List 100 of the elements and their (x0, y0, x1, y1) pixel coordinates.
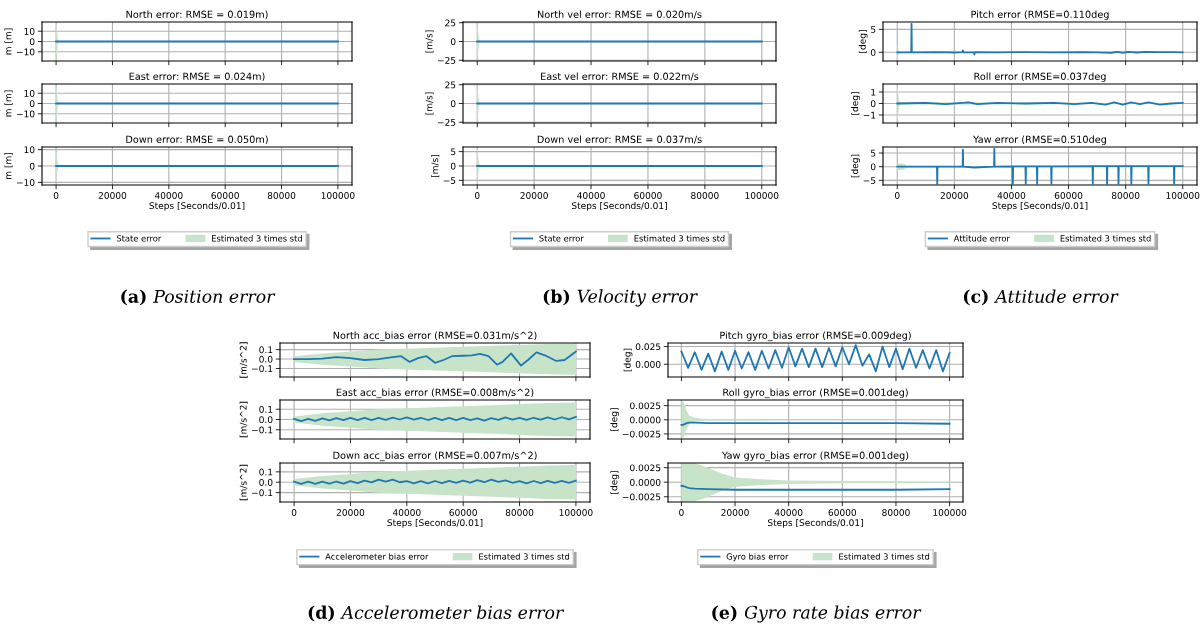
y-tick-label: 0.1 (259, 405, 273, 413)
chart-title: North error: RMSE = 0.019m) (126, 10, 268, 20)
y-tick-label: −5 (443, 177, 456, 184)
y-tick-label: 0 (450, 38, 456, 46)
legend-label: Estimated 3 times std (839, 553, 930, 560)
legend-label: State error (116, 235, 162, 242)
x-tick-label: 0 (474, 192, 480, 199)
x-tick-label: 40000 (392, 509, 421, 516)
y-axis-title: [deg] (851, 92, 860, 115)
x-tick-label: 40000 (577, 192, 605, 199)
text: (c) Attitude error (963, 289, 1119, 306)
y-axis-title: [m/s] (425, 30, 434, 53)
chart-title: Pitch error (RMSE=0.110deg (971, 10, 1109, 20)
y-axis-title: [deg] (610, 408, 620, 431)
y-axis-title: [deg] (858, 30, 868, 53)
y-tick-label: 10 (24, 146, 35, 154)
y-tick-label: 25 (445, 81, 456, 89)
y-tick-label: 0 (29, 38, 35, 46)
y-axis-title: [deg] (610, 471, 620, 494)
y-tick-label: 1 (871, 88, 876, 96)
chart-title: Yaw gyro_bias error (RMSE=0.001deg) (721, 451, 909, 462)
y-tick-label: 0.0025 (630, 464, 661, 472)
y-axis-title: [deg] (851, 154, 860, 178)
legend-label: Estimated 3 times std (634, 235, 725, 242)
y-tick-label: 0.1 (259, 468, 273, 476)
chart-title: Down error: RMSE = 0.050m) (126, 135, 268, 145)
legend-label: Estimated 3 times std (1060, 235, 1151, 242)
y-tick-label: 0 (870, 49, 876, 56)
x-tick-label: 40000 (997, 192, 1026, 199)
y-tick-label: 0 (29, 100, 35, 108)
x-tick-label: 40000 (774, 509, 803, 516)
x-axis-title: Steps [Seconds/0.01] (387, 519, 483, 528)
y-axis-title: [m/s] (431, 154, 440, 178)
y-tick-label: 0 (450, 100, 456, 108)
y-tick-label: 0.0 (259, 416, 273, 424)
y-axis-title: [m/s] (425, 92, 434, 115)
y-tick-label: 0.0000 (630, 416, 661, 424)
x-tick-label: 80000 (267, 192, 296, 199)
chart-title: East acc_bias error (RMSE=0.008m/s^2) (336, 388, 534, 399)
x-axis-title: Steps [Seconds/0.01] (767, 519, 863, 528)
y-tick-label: −25 (437, 56, 456, 64)
x-tick-label: 20000 (98, 192, 127, 199)
y-tick-label: 0.0 (259, 355, 273, 363)
y-axis-title: [m/s^2] (239, 464, 248, 501)
y-tick-label: −25 (437, 118, 456, 126)
y-tick-label: 25 (445, 19, 456, 27)
legend-label: Attitude error (953, 235, 1010, 242)
x-tick-label: 100000 (321, 192, 355, 199)
x-tick-label: 100000 (745, 192, 779, 199)
y-tick-label: 5 (871, 26, 876, 33)
y-axis-title: m [m] (4, 28, 13, 55)
text: (a) Position error (121, 289, 276, 306)
y-tick-label: −0.0025 (622, 430, 661, 438)
chart-title: Pitch gyro_bias error (RMSE=0.009deg) (720, 331, 911, 342)
y-tick-label: 0.025 (635, 343, 661, 351)
chart-title: East error: RMSE = 0.024m) (129, 72, 265, 82)
y-tick-label: 5 (871, 149, 876, 157)
x-tick-label: 20000 (520, 192, 548, 199)
y-tick-label: 0.0000 (630, 478, 661, 486)
text: (b) Velocity error (543, 289, 698, 307)
chart-title: Down acc_bias error (RMSE=0.007m/s^2) (333, 451, 537, 462)
legend-label: State error (539, 235, 584, 242)
x-tick-label: 20000 (336, 509, 365, 516)
x-tick-label: 100000 (1166, 192, 1200, 199)
legend-label: Accelerometer bias error (325, 553, 429, 560)
x-tick-label: 0 (291, 509, 297, 516)
y-tick-label: 0 (870, 163, 876, 171)
chart-title: Roll gyro_bias error (RMSE=0.001deg) (723, 388, 908, 399)
y-tick-label: −0.1 (252, 365, 273, 373)
y-tick-label: −0.0025 (622, 493, 661, 501)
y-tick-label: 5 (451, 148, 456, 156)
y-tick-label: −0.1 (252, 426, 273, 434)
y-tick-label: 0.000 (635, 360, 661, 368)
x-tick-label: 20000 (721, 509, 749, 516)
legend-label: Estimated 3 times std (479, 553, 570, 560)
x-tick-label: 100000 (933, 509, 967, 516)
x-tick-label: 40000 (154, 192, 183, 199)
y-tick-label: 10 (24, 27, 35, 35)
x-tick-label: 0 (895, 192, 900, 199)
x-axis-title: Steps [Seconds/0.01] (992, 202, 1088, 211)
y-tick-label: −1 (863, 111, 876, 119)
x-tick-label: 80000 (691, 192, 719, 199)
chart-title: North vel error: RMSE = 0.020m/s (537, 10, 702, 19)
y-tick-label: 0 (870, 100, 876, 108)
x-tick-label: 60000 (449, 509, 477, 516)
x-axis-title: Steps [Seconds/0.01] (571, 202, 667, 211)
y-tick-label: −0.1 (252, 489, 273, 497)
chart-title: North acc_bias error (RMSE=0.031m/s^2) (333, 331, 537, 342)
x-tick-label: 0 (53, 192, 59, 199)
chart-title: Yaw error (RMSE=0.510deg (973, 135, 1106, 145)
x-tick-label: 80000 (882, 509, 910, 516)
x-tick-label: 60000 (211, 192, 239, 199)
y-tick-label: 0 (29, 162, 35, 170)
x-tick-label: 80000 (1111, 192, 1140, 199)
text: (d) Accelerometer bias error (308, 605, 565, 622)
y-axis-title: m [m] (4, 90, 13, 117)
y-tick-label: 0.0025 (630, 402, 661, 410)
y-axis-title: [m/s^2] (239, 401, 248, 438)
x-axis-title: Steps [Seconds/0.01] (149, 202, 245, 211)
y-tick-label: −10 (16, 179, 35, 186)
